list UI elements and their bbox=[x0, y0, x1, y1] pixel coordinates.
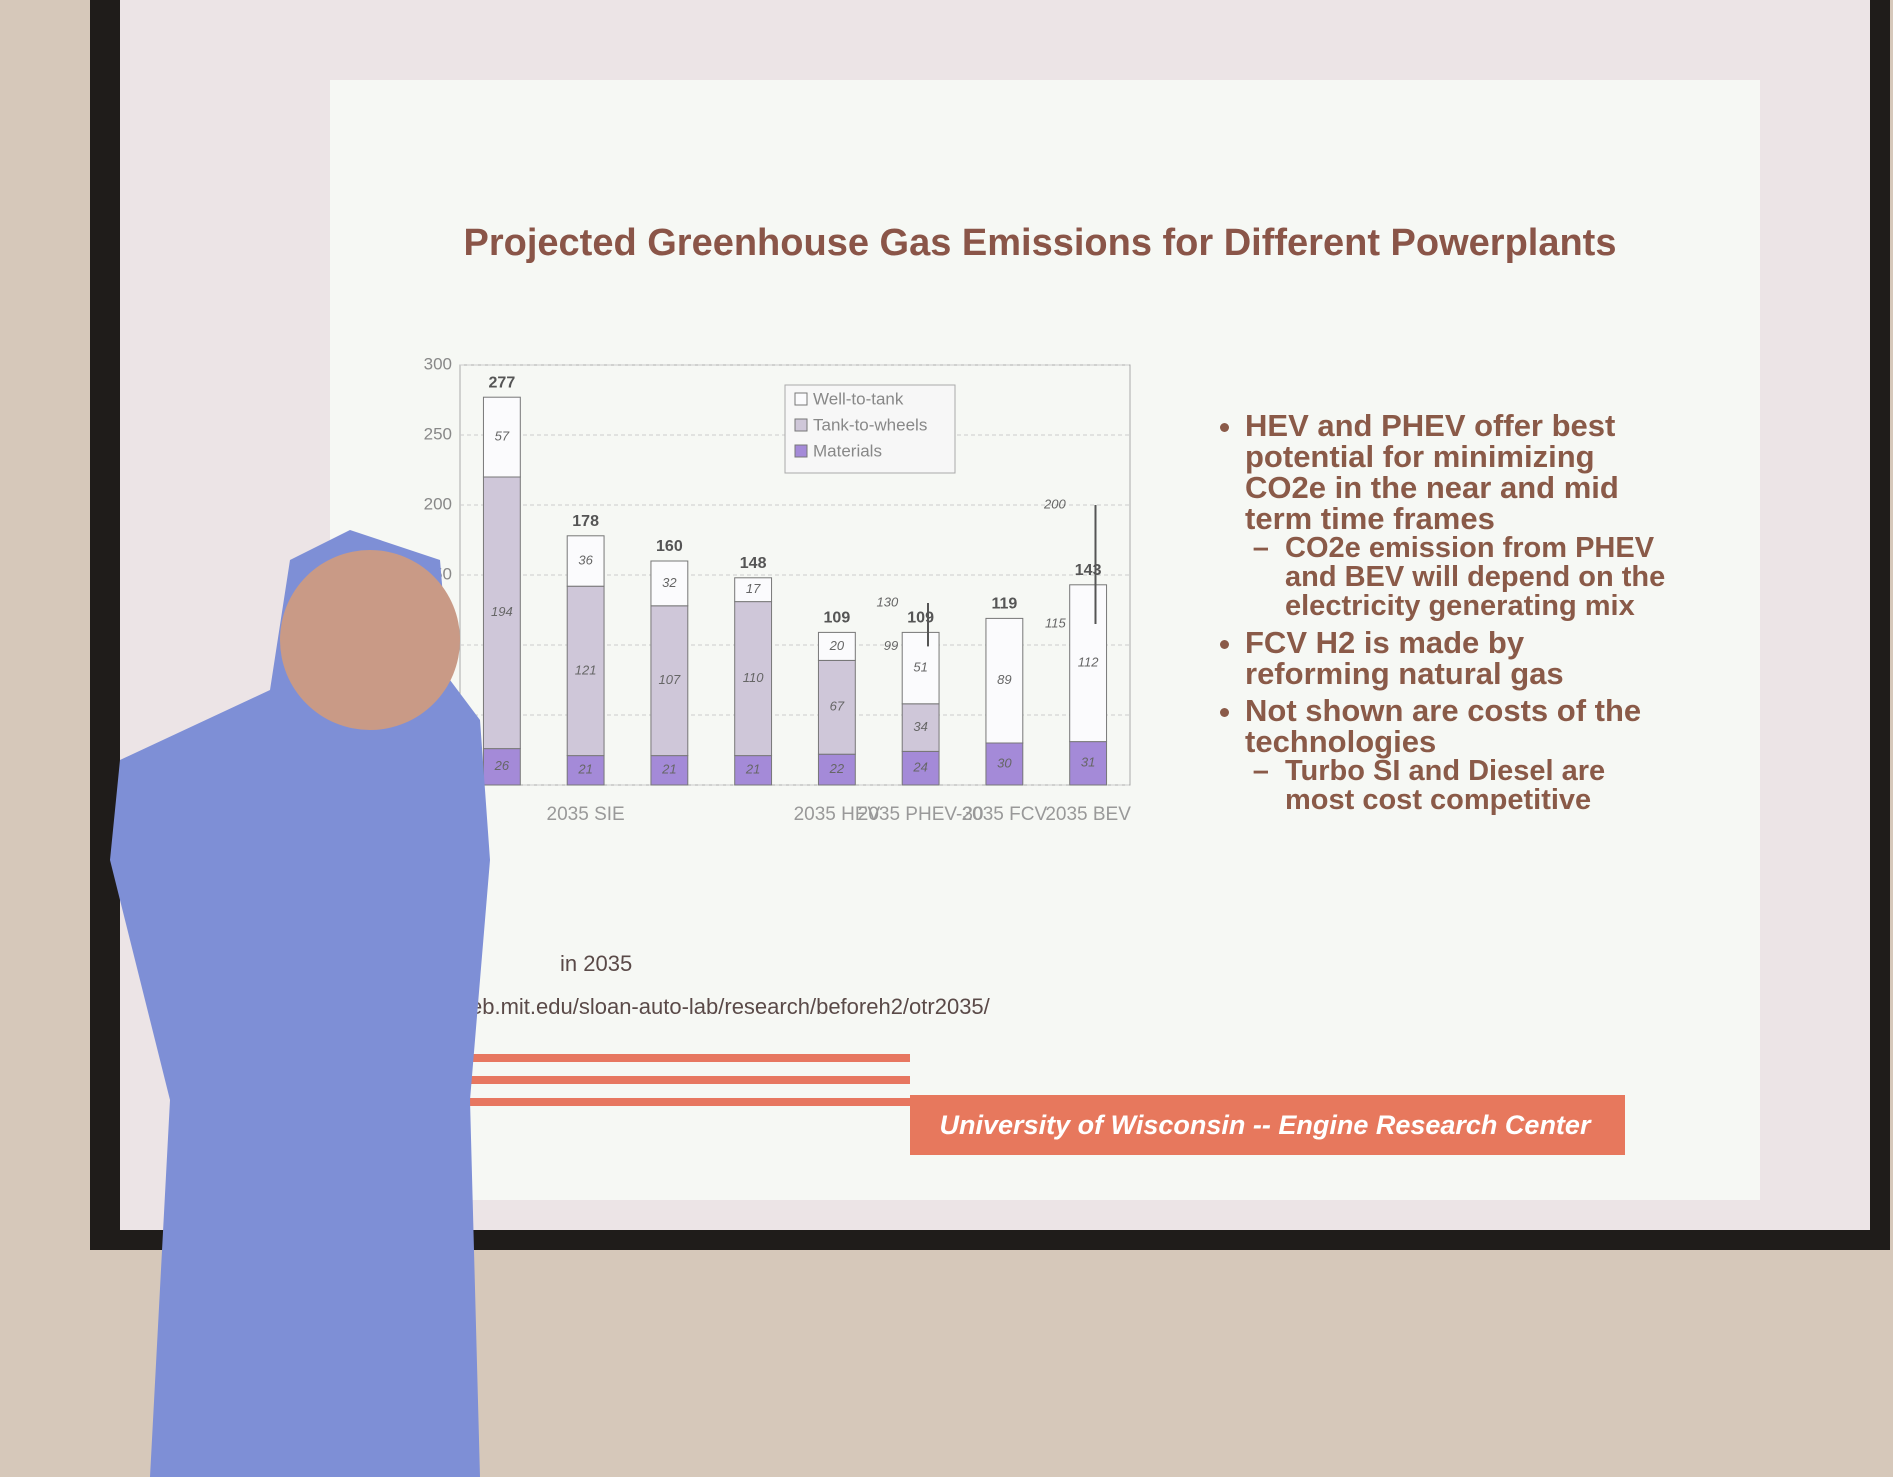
total-label: 109 bbox=[907, 610, 934, 627]
total-label: 143 bbox=[1075, 562, 1102, 579]
x-tick-label: 2035 PHEV-30 bbox=[858, 804, 984, 825]
sub-bullet: Turbo SI and Diesel are most cost compet… bbox=[1285, 757, 1675, 815]
total-label: 148 bbox=[740, 555, 767, 572]
bullet: Not shown are costs of the technologiesT… bbox=[1245, 695, 1675, 815]
value-label: 21 bbox=[661, 762, 676, 777]
range-label: 200 bbox=[1043, 496, 1066, 511]
slide-title: Projected Greenhouse Gas Emissions for D… bbox=[464, 222, 1617, 264]
value-label: 32 bbox=[662, 575, 677, 590]
legend-label: Well-to-tank bbox=[813, 389, 904, 408]
bullet-text: HEV and PHEV offer best potential for mi… bbox=[1245, 408, 1619, 536]
bullet-text: Not shown are costs of the technologies bbox=[1245, 693, 1642, 759]
x-tick-label: 2035 FCV bbox=[962, 804, 1048, 825]
bar-segment bbox=[1069, 584, 1108, 743]
bar-segment bbox=[566, 535, 605, 587]
bullet: FCV H2 is made by reforming natural gas bbox=[1245, 627, 1675, 689]
value-label: 22 bbox=[829, 761, 845, 776]
bar-segment bbox=[985, 742, 1024, 786]
bar-segment bbox=[1069, 741, 1108, 786]
bullet: HEV and PHEV offer best potential for mi… bbox=[1245, 410, 1675, 621]
legend-box bbox=[784, 384, 956, 474]
footer-bar bbox=[910, 1095, 1625, 1155]
value-label: 17 bbox=[746, 581, 761, 596]
source: in 2035 bbox=[560, 951, 632, 976]
x-tick-label: 2035 SIE bbox=[547, 804, 625, 825]
sub-bullet: CO2e emission from PHEV and BEV will dep… bbox=[1285, 534, 1675, 621]
legend-swatch bbox=[794, 392, 808, 406]
bar-segment bbox=[650, 755, 689, 786]
value-label: 34 bbox=[913, 719, 927, 734]
bullet-text: FCV H2 is made by reforming natural gas bbox=[1245, 625, 1564, 691]
value-label: 26 bbox=[494, 758, 510, 773]
value-label: 24 bbox=[912, 760, 927, 775]
value-label: 21 bbox=[745, 762, 760, 777]
legend-swatch bbox=[794, 444, 808, 458]
range-label: 115 bbox=[1045, 615, 1066, 630]
total-label: 160 bbox=[656, 538, 683, 555]
total-label: 277 bbox=[489, 374, 516, 391]
bar-segment bbox=[817, 631, 856, 661]
value-label: 51 bbox=[913, 660, 927, 675]
value-label: 89 bbox=[997, 672, 1011, 687]
legend-label: Tank-to-wheels bbox=[813, 415, 927, 434]
y-tick-label: 300 bbox=[424, 354, 452, 373]
footer: University of Wisconsin -- Engine Resear… bbox=[940, 1110, 1592, 1140]
bullets: HEV and PHEV offer best potential for mi… bbox=[1215, 410, 1675, 815]
bar-segment bbox=[817, 753, 856, 786]
range-label: 99 bbox=[884, 638, 898, 653]
bar-segment bbox=[482, 476, 521, 750]
bar-segment bbox=[734, 577, 773, 603]
bar-segment bbox=[566, 755, 605, 786]
total-label: 119 bbox=[991, 596, 1017, 613]
value-label: 57 bbox=[495, 429, 510, 444]
sub-bullets: Turbo SI and Diesel are most cost compet… bbox=[1245, 757, 1675, 815]
chart: 0501001502002503002619457277211213617820… bbox=[424, 354, 1132, 825]
y-tick-label: 250 bbox=[424, 424, 452, 443]
value-label: 121 bbox=[575, 662, 597, 677]
presenter bbox=[110, 530, 490, 1477]
bar-segment bbox=[901, 703, 940, 752]
legend-label: Materials bbox=[813, 441, 882, 460]
range-label: 130 bbox=[876, 594, 898, 609]
bar-segment bbox=[817, 659, 856, 755]
total-label: 109 bbox=[824, 610, 851, 627]
bar-segment bbox=[650, 605, 689, 757]
value-label: 194 bbox=[491, 604, 513, 619]
value-label: 21 bbox=[577, 762, 592, 777]
y-tick-label: 200 bbox=[424, 494, 452, 513]
value-label: 36 bbox=[578, 552, 593, 567]
bar-segment bbox=[482, 748, 521, 786]
value-label: 112 bbox=[1078, 655, 1099, 670]
value-label: 30 bbox=[997, 755, 1012, 770]
presenter-head bbox=[280, 550, 460, 730]
value-label: 110 bbox=[743, 670, 764, 685]
value-label: 67 bbox=[830, 699, 845, 714]
x-tick-label: 2035 BEV bbox=[1045, 804, 1131, 825]
bar-segment bbox=[985, 617, 1024, 744]
value-label: 20 bbox=[829, 638, 845, 653]
bar-segment bbox=[734, 755, 773, 786]
value-label: 31 bbox=[1081, 755, 1095, 770]
bar-segment bbox=[901, 631, 940, 705]
legend-swatch bbox=[794, 418, 808, 432]
total-label: 178 bbox=[572, 513, 599, 530]
x-tick-label: 2035 HEV bbox=[794, 804, 881, 825]
bar-segment bbox=[650, 560, 689, 607]
sub-bullets: CO2e emission from PHEV and BEV will dep… bbox=[1245, 534, 1675, 621]
source: eb.mit.edu/sloan-auto-lab/research/befor… bbox=[470, 994, 991, 1019]
bullet-list: HEV and PHEV offer best potential for mi… bbox=[1215, 410, 1675, 821]
value-label: 107 bbox=[659, 672, 681, 687]
bar-segment bbox=[734, 601, 773, 757]
bar-segment bbox=[482, 396, 521, 478]
bar-segment bbox=[901, 750, 940, 786]
